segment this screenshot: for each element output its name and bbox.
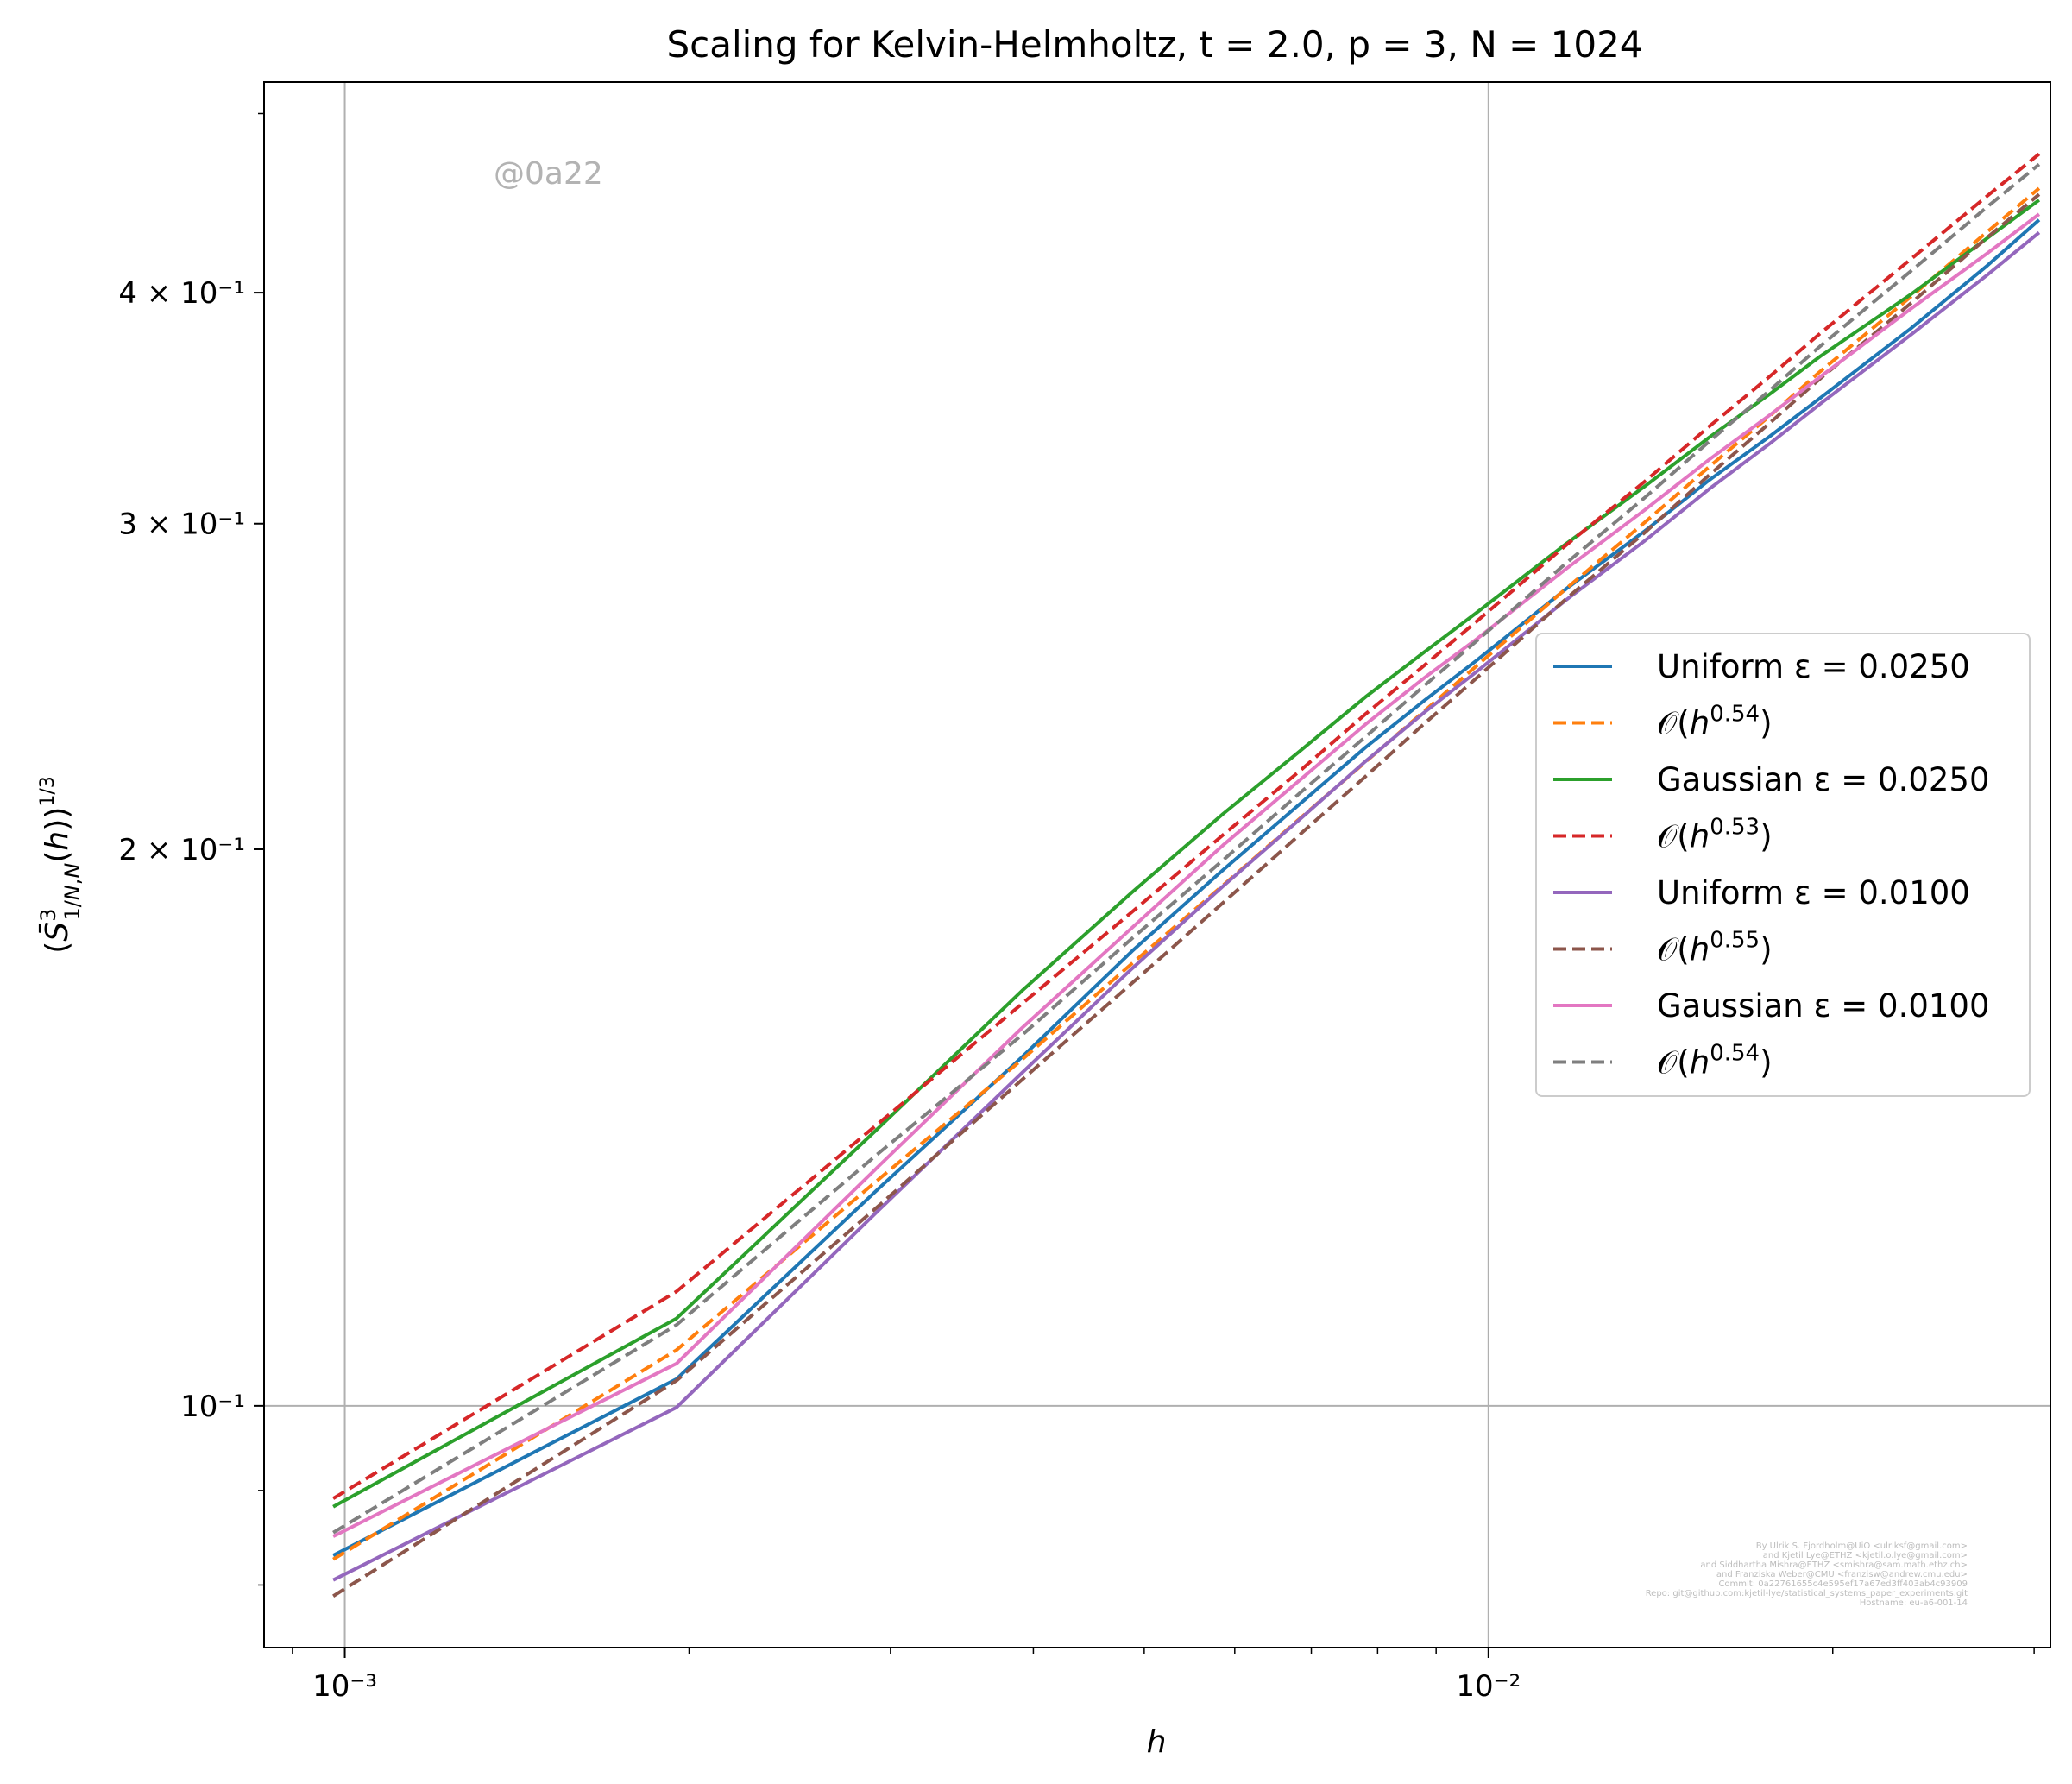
axes-frame xyxy=(263,81,2051,1648)
series-line-7 xyxy=(332,212,2041,1538)
series-line-4 xyxy=(332,152,2041,1500)
credit-line: and Franziska Weber@CMU <franzisw@andrew… xyxy=(1716,1570,1968,1579)
series-line-5 xyxy=(332,230,2041,1582)
series-line-2 xyxy=(332,186,2041,1561)
grid-layer xyxy=(264,82,2050,1648)
x-tick-label: 10⁻³ xyxy=(312,1669,377,1704)
x-tick-label: 10⁻² xyxy=(1456,1669,1521,1704)
credit-line: Repo: git@github.com:kjetil-lye/statisti… xyxy=(1646,1589,1968,1598)
legend-label: Gaussian ε = 0.0100 xyxy=(1657,987,1990,1024)
legend-label: 𝒪(h0.55) xyxy=(1657,928,1773,968)
y-tick-label: 4 × 10⁻¹ xyxy=(118,276,245,311)
series-layer xyxy=(332,152,2041,1598)
series-line-8 xyxy=(332,162,2041,1535)
y-tick-label: 10⁻¹ xyxy=(180,1390,245,1424)
credit-line: By Ulrik S. Fjordholm@UiO <ulriksf@gmail… xyxy=(1756,1541,1968,1551)
credit-line: Hostname: eu-a6-001-14 xyxy=(1860,1598,1968,1608)
legend-label: Uniform ε = 0.0250 xyxy=(1657,648,1970,685)
legend-label: Gaussian ε = 0.0250 xyxy=(1657,761,1990,798)
legend-label: 𝒪(h0.53) xyxy=(1657,815,1773,855)
legend-label: 𝒪(h0.54) xyxy=(1657,1041,1773,1081)
legend-box xyxy=(1535,633,2031,1097)
legend-label: 𝒪(h0.54) xyxy=(1657,702,1773,742)
credits-block: By Ulrik S. Fjordholm@UiO <ulriksf@gmail… xyxy=(1646,1541,1968,1608)
tick-layer: 10⁻³ 10⁻² 10⁻¹ 2 × 10⁻¹ 3 × 10⁻¹ 4 × 10⁻¹ xyxy=(118,112,2035,1704)
watermark-text: @0a22 xyxy=(494,156,603,192)
credit-line: Commit: 0a22761655c4e595ef17a67ed3ff403a… xyxy=(1718,1579,1968,1589)
credit-line: and Siddhartha Mishra@ETHZ <smishra@sam.… xyxy=(1700,1560,1968,1570)
legend: Uniform ε = 0.0250 𝒪(h0.54) Gaussian ε = 0… xyxy=(1535,633,2031,1097)
y-tick-label: 2 × 10⁻¹ xyxy=(118,833,245,867)
x-axis-label: h xyxy=(1147,1724,1167,1760)
chart-title: Scaling for Kelvin-Helmholtz, t = 2.0, p… xyxy=(666,23,1642,66)
credit-line: and Kjetil Lye@ETHZ <kjetil.o.lye@gmail.… xyxy=(1763,1551,1968,1560)
series-line-3 xyxy=(332,199,2041,1509)
y-axis-label: (S̄31/N,N(h))1/3 xyxy=(36,776,85,953)
y-tick-label: 3 × 10⁻¹ xyxy=(118,507,245,542)
legend-label: Uniform ε = 0.0100 xyxy=(1657,874,1970,911)
